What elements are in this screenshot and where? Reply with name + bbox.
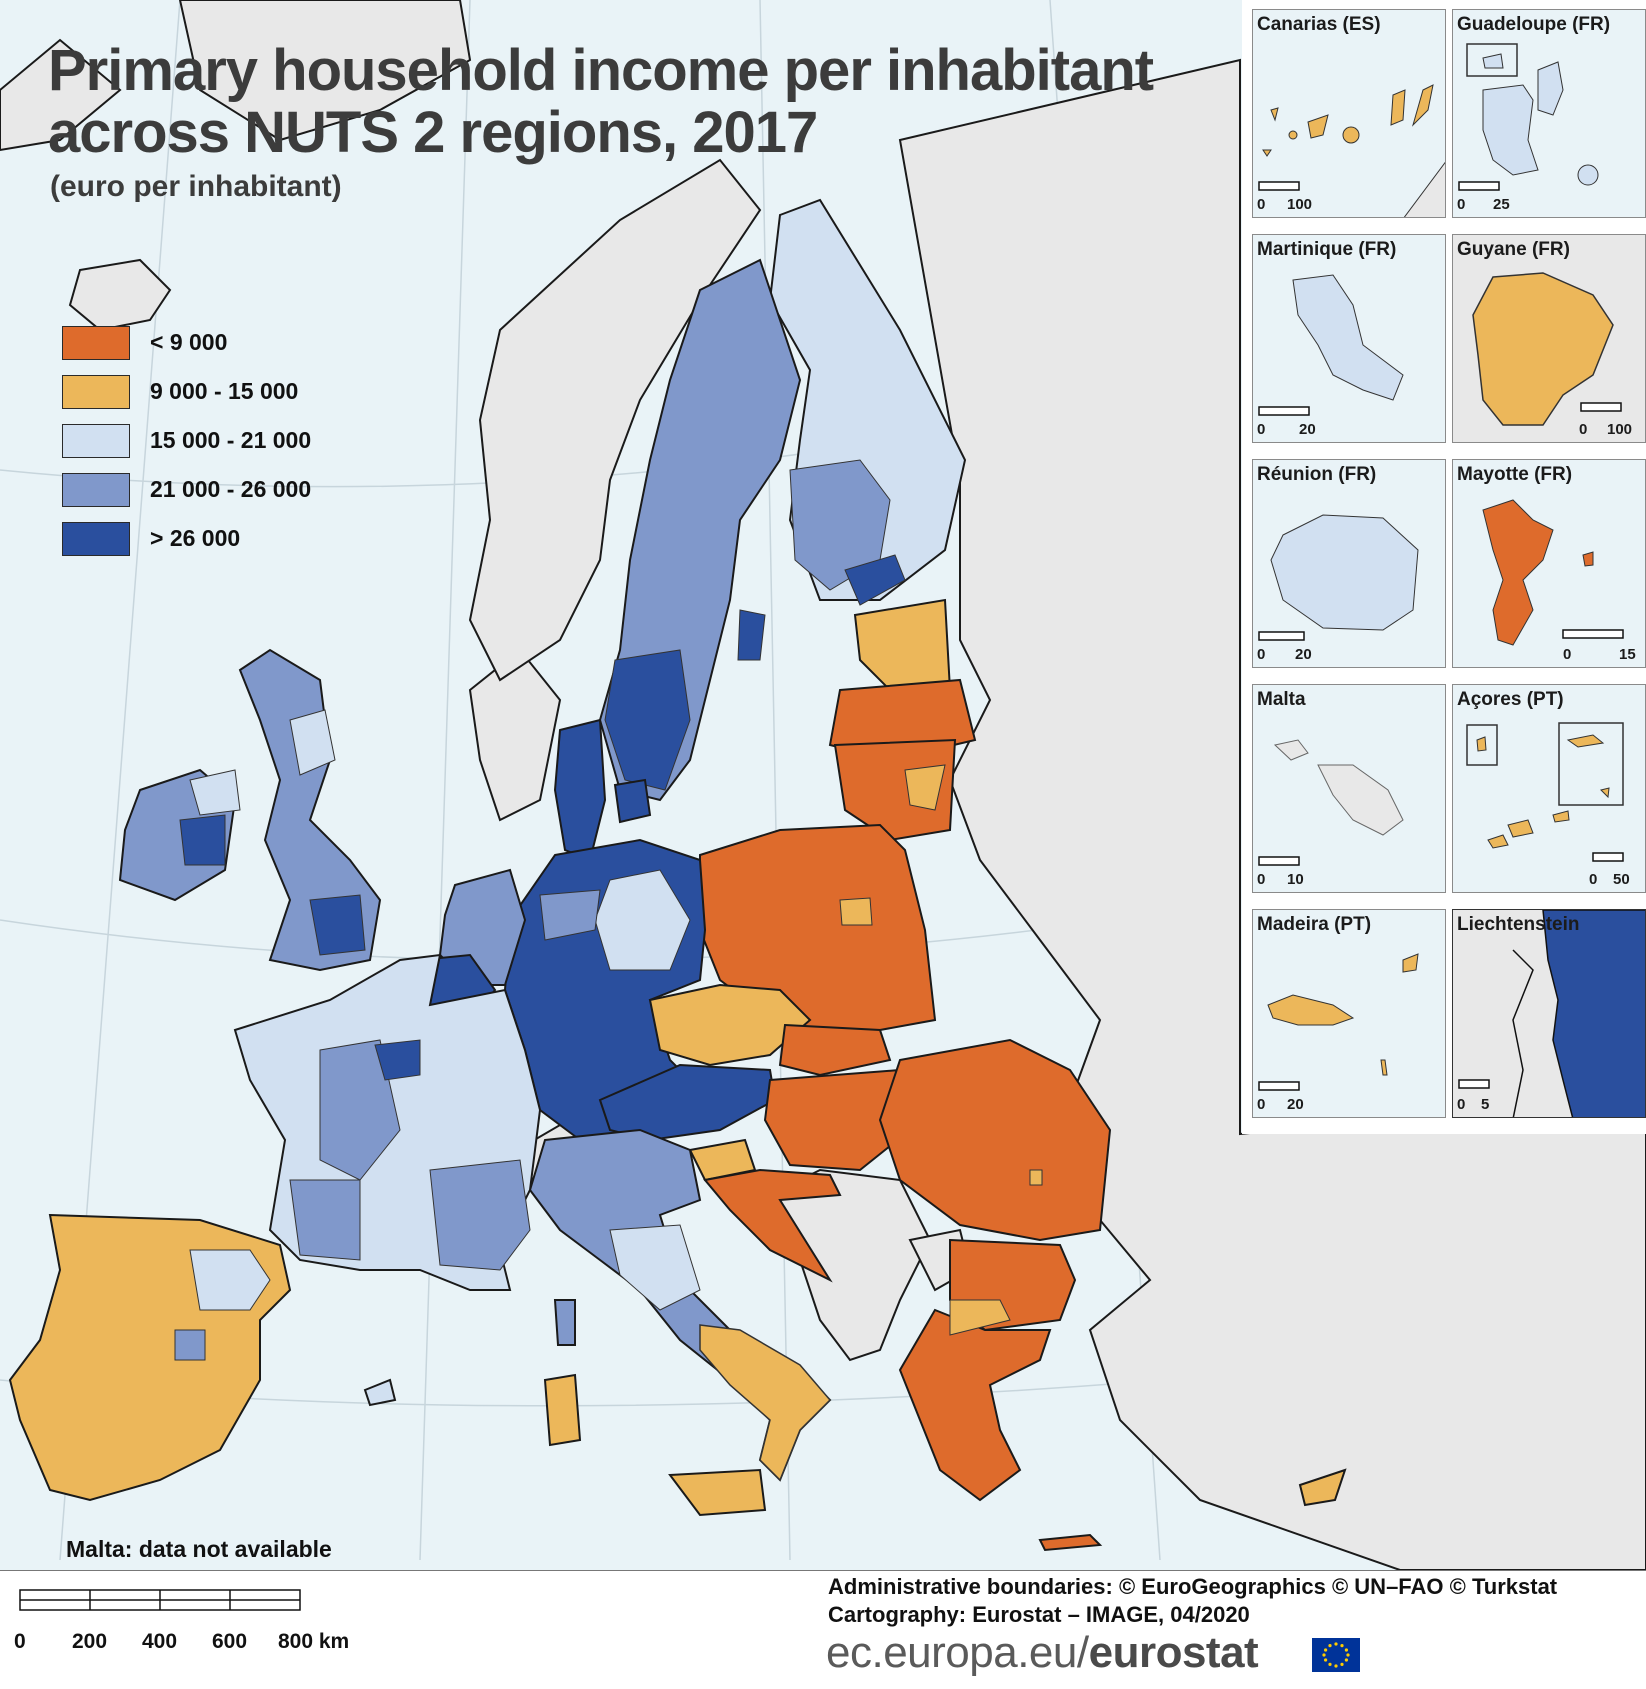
inset-label: Guyane (FR) [1457,239,1570,260]
scale-label: 0 [1257,196,1266,213]
inset-canarias: Canarias (ES) 0 100 [1252,9,1446,218]
inset-map [1258,274,1404,416]
inset-reunion: Réunion (FR) 0 20 [1252,459,1446,668]
legend-item: 9 000 - 15 000 [62,367,311,416]
legend-label: < 9 000 [150,329,228,355]
legend-swatch [62,521,130,556]
scale-label: 0 [1257,421,1266,438]
legend-item: < 9 000 [62,318,311,367]
inset-liechtenstein: Liechtenstein 0 5 [1452,909,1646,1118]
scale-label: 25 [1493,196,1510,213]
inset-guadeloupe: Guadeloupe (FR) 0 25 [1452,9,1646,218]
credit-boundaries: Administrative boundaries: © EuroGeograp… [828,1574,1558,1599]
eu-flag-icon [1312,1638,1360,1672]
legend-swatch [62,374,130,409]
scale-tick-label: 0 [14,1630,26,1653]
inset-map [1458,43,1599,191]
legend-label: 9 000 - 15 000 [150,378,299,404]
legend-item: 21 000 - 26 000 [62,465,311,514]
inset-label: Réunion (FR) [1257,464,1377,485]
scale-label: 50 [1613,871,1630,888]
scale-label: 0 [1589,871,1598,888]
scale-label: 0 [1257,1096,1266,1113]
inset-map [1458,910,1645,1117]
scale-label: 10 [1287,871,1304,888]
scale-label: 20 [1287,1096,1304,1113]
scale-tick-label: 400 [142,1630,178,1653]
scale-label: 0 [1563,646,1572,663]
scale-label: 100 [1607,421,1633,438]
legend-item: 15 000 - 21 000 [62,416,311,465]
data-note: Malta: data not available [66,1536,332,1562]
scale-label: 0 [1257,646,1266,663]
legend: < 9 000 9 000 - 15 000 15 000 - 21 000 2… [62,318,311,563]
inset-map [1258,514,1419,641]
map-subtitle: (euro per inhabitant) [50,170,342,203]
scale-label: 0 [1457,196,1466,213]
eurostat-site-link[interactable]: ec.europa.eu/eurostat [826,1628,1259,1678]
site-brand: eurostat [1088,1628,1259,1677]
legend-item: > 26 000 [62,514,311,563]
inset-madeira: Madeira (PT) 0 20 [1252,909,1446,1118]
scale-tick-label: 200 [72,1630,108,1653]
scale-label: 0 [1579,421,1588,438]
inset-acores: Açores (PT) 0 50 [1452,684,1646,893]
site-prefix: ec.europa.eu/ [826,1628,1089,1677]
map-title: Primary household income per inhabitant … [48,38,1154,165]
inset-guyane: Guyane (FR) 0 100 [1452,234,1646,443]
scale-label: 5 [1481,1096,1490,1113]
legend-swatch [62,325,130,360]
inset-map [1258,953,1419,1091]
inset-map [1258,84,1445,217]
inset-martinique: Martinique (FR) 0 20 [1252,234,1446,443]
legend-label: > 26 000 [150,525,241,551]
inset-label: Mayotte (FR) [1457,464,1573,485]
inset-label: Madeira (PT) [1257,914,1372,935]
inset-label: Guadeloupe (FR) [1457,14,1611,35]
main-scalebar [19,1589,301,1611]
inset-label: Liechtenstein [1457,914,1580,935]
scale-label: 0 [1457,1096,1466,1113]
inset-mayotte: Mayotte (FR) 0 15 [1452,459,1646,668]
scale-label: 100 [1287,196,1313,213]
scale-label: 0 [1257,871,1266,888]
legend-swatch [62,472,130,507]
credit-cartography: Cartography: Eurostat – IMAGE, 04/2020 [828,1602,1250,1627]
scale-label: 15 [1619,646,1636,663]
legend-swatch [62,423,130,458]
legend-label: 15 000 - 21 000 [150,427,312,453]
inset-label: Açores (PT) [1457,689,1564,710]
inset-map [1453,272,1645,442]
scale-label: 20 [1295,646,1312,663]
inset-malta: Malta 0 10 [1252,684,1446,893]
inset-map [1258,739,1404,866]
insets-panel: Canarias (ES) 0 100 Guadeloupe (FR) 0 25… [1242,0,1646,1134]
inset-map [1482,499,1624,646]
inset-label: Canarias (ES) [1257,14,1381,35]
inset-label: Martinique (FR) [1257,239,1397,260]
scale-tick-label: 800 km [278,1630,350,1653]
scale-label: 20 [1299,421,1316,438]
inset-map [1466,722,1624,862]
legend-label: 21 000 - 26 000 [150,476,312,502]
scale-tick-label: 600 [212,1630,248,1653]
inset-label: Malta [1257,689,1306,710]
